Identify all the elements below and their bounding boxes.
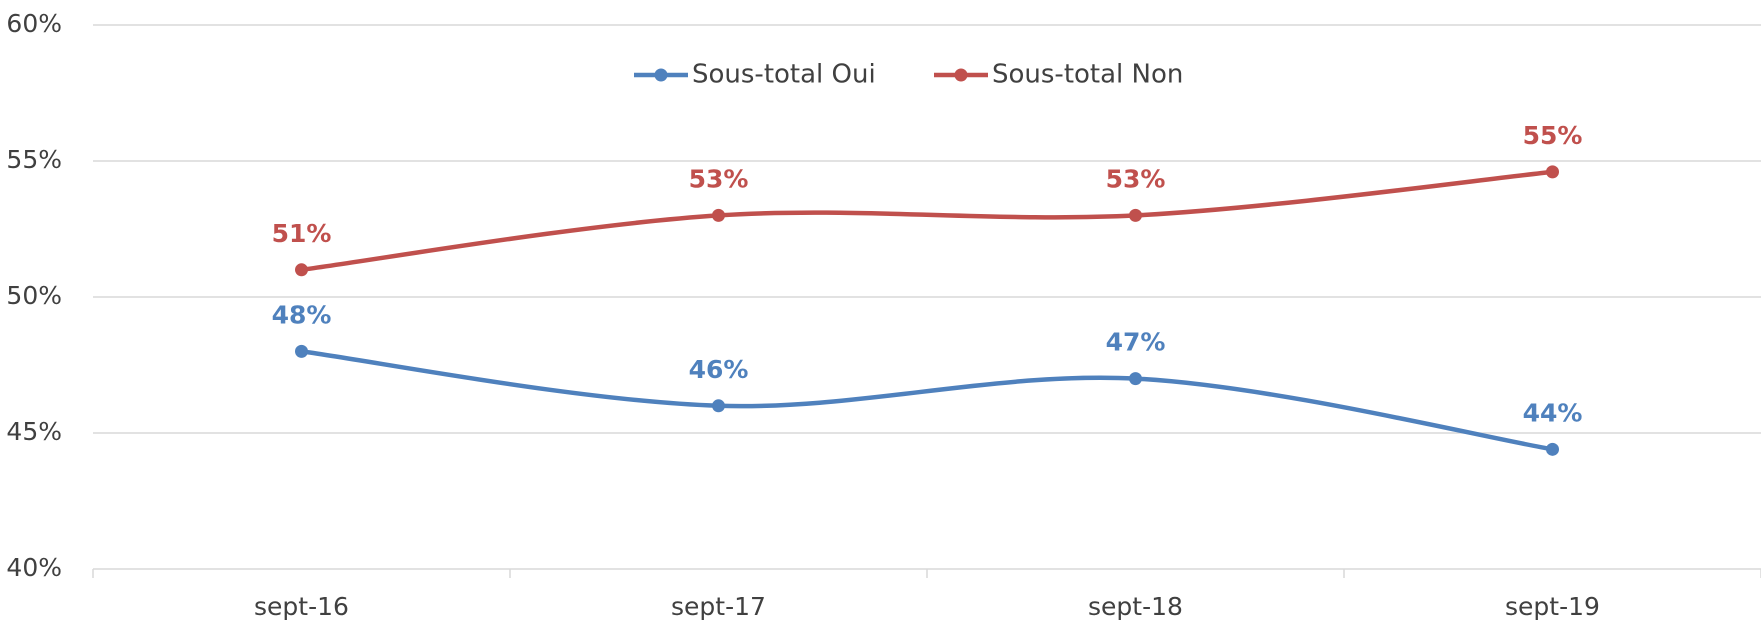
data-label: 44% [1523,398,1583,427]
legend-label: Sous-total Oui [692,60,876,90]
data-label: 48% [272,300,332,329]
data-label: 46% [689,355,749,384]
x-tick-label: sept-16 [254,592,349,621]
data-point [1129,208,1142,222]
x-tick-label: sept-19 [1505,592,1600,621]
y-tick-label: 50% [6,281,62,310]
data-point [712,399,725,413]
series-line [301,169,1553,273]
data-label: 53% [1106,164,1166,193]
data-point [1546,442,1559,456]
x-tick-label: sept-17 [671,592,766,621]
data-label: 53% [689,164,749,193]
data-label: 51% [272,219,332,248]
data-label: 55% [1523,121,1583,150]
y-tick-label: 40% [6,553,62,582]
data-point [295,263,308,277]
y-tick-label: 60% [6,9,62,38]
data-label: 47% [1106,328,1166,357]
data-point [295,344,308,358]
data-point [1546,165,1559,179]
y-tick-label: 45% [6,417,62,446]
x-tick-label: sept-18 [1088,592,1183,621]
legend-label: Sous-total Non [992,60,1183,90]
legend-marker [654,68,668,82]
legend-marker [954,68,968,82]
data-point [712,208,725,222]
y-tick-label: 55% [6,145,62,174]
series-line [301,349,1553,452]
data-point [1129,372,1142,386]
